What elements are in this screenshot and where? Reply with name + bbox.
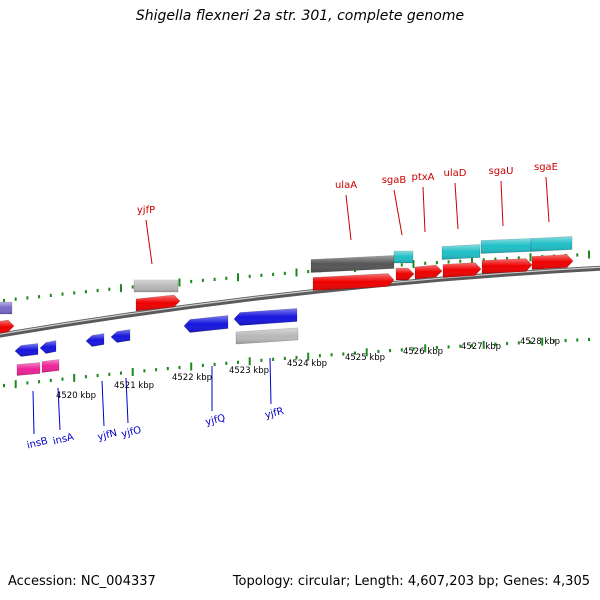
gene-leader-line [454,182,459,230]
kbp-label: 4525 kbp [345,353,385,363]
gene-label-sgaE[interactable]: sgaE [534,162,558,173]
gene-label-yjfP[interactable]: yjfP [137,205,155,216]
gene-leader-line [32,390,35,435]
kbp-label: 4526 kbp [403,347,443,357]
feature-red-partial-shading [0,320,14,334]
kbp-label-layer: 4520 kbp 4521 kbp 4522 kbp 4523 kbp 4524 kbp… [56,337,560,401]
gene-label-sgaB[interactable]: sgaB [382,175,407,186]
gene-label-ulaD[interactable]: ulaD [444,168,467,179]
gene-label-ulaA[interactable]: ulaA [335,180,357,191]
gene-label-ptxA[interactable]: ptxA [411,172,434,183]
kbp-label: 4522 kbp [172,373,212,383]
feature-blue-yjfO-shading [111,329,130,343]
feature-track [0,236,574,376]
feature-gray-yjfR-shading [236,328,298,344]
gene-leader-line [57,387,61,431]
gene-leader-line [500,180,504,227]
kbp-label: 4523 kbp [229,366,269,376]
gene-label-yjfN[interactable]: yjfN [97,428,119,443]
gene-leader-line [101,380,105,427]
feature-red-sgaE-shading [532,254,573,270]
feature-red-sgaU-shading [482,258,532,274]
gene-label-layer: yjfP ulaA sgaB ptxA ulaD sgaU sgaE insB insA yjfN… [26,162,558,451]
topology-label: Topology: [232,574,294,589]
feature-gray-yjfP-upper-shading [134,280,178,292]
accession-info: Accession: NC_004337 [8,574,156,589]
genome-backbone-highlight [0,266,600,335]
gene-label-insA[interactable]: insA [52,432,75,448]
feature-cyan-sgaU-shading [481,238,531,254]
gene-leader-line [269,357,272,405]
map-title: Shigella flexneri 2a str. 301, complete … [135,8,465,24]
gene-label-yjfO[interactable]: yjfO [120,425,142,441]
kbp-label: 4524 kbp [287,359,327,369]
length-value: 4,607,203 bp [407,574,495,589]
feature-pink-insA-shading [42,359,59,373]
genome-stats: Topology: circular; Length: 4,607,203 bp… [232,574,590,589]
gene-leader-line [125,377,129,424]
length-label: Length: [354,574,404,589]
feature-blue-insB-shading [15,343,38,357]
feature-cyan-sgaE-shading [531,236,572,252]
gene-leader-line [393,189,403,236]
feature-cyan-ulaD-shading [442,244,480,260]
feature-red-ptxA-shading [415,265,442,279]
gene-leader-line [145,219,153,265]
feature-blue-yjfR-shading [234,308,297,326]
gene-label-yjfR[interactable]: yjfR [264,406,285,421]
kbp-label: 4520 kbp [56,391,96,401]
feature-purple-partial-shading [0,302,12,314]
feature-red-sgaB-shading [396,268,414,280]
feature-cyan-sgaB-shading [394,251,413,263]
gene-label-yjfQ[interactable]: yjfQ [204,413,226,429]
accession-label: Accession: [8,574,77,589]
feature-red-yjfP-shading [136,295,180,311]
accession-value: NC_004337 [80,574,156,589]
feature-pink-insB-shading [17,362,40,376]
feature-red-ulaA-shading [313,273,394,291]
feature-darkgray-ulaA-shading [311,255,394,273]
gene-leader-line [545,176,550,223]
feature-red-ulaD-shading [443,262,481,278]
kbp-label: 4527 kbp [461,342,501,352]
gene-leader-line [422,186,426,233]
feature-blue-insA-shading [40,340,56,354]
kbp-label: 4528 kbp [520,337,560,347]
kbp-label: 4521 kbp [114,381,154,391]
gene-leader-line [345,194,352,241]
feature-blue-yjfN-shading [86,333,104,347]
lower-tick-row [3,337,590,389]
genes-value: 4,305 [552,574,590,589]
gene-label-insB[interactable]: insB [26,436,49,452]
genes-label: Genes: [503,574,549,589]
genome-backbone [0,265,600,338]
feature-blue-yjfQ-shading [184,315,228,333]
topology-value: circular [297,574,346,589]
gene-label-sgaU[interactable]: sgaU [488,166,513,177]
